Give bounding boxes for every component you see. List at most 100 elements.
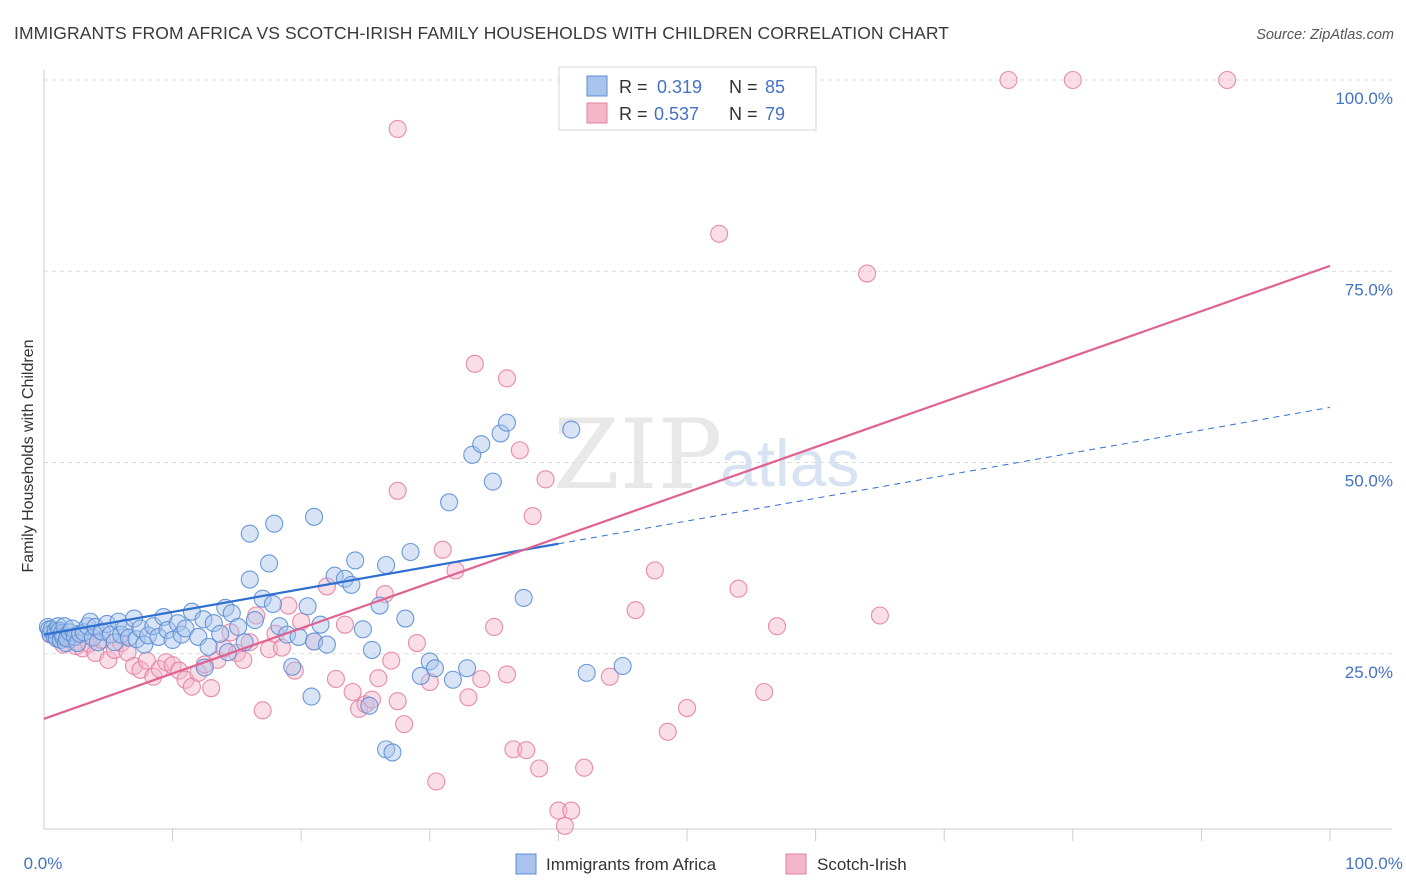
scotch-irish-point-60 [497,665,517,684]
immigrants-from-africa-point-62 [278,625,297,644]
scotch-irish-point-79 [388,481,407,500]
immigrants-from-africa-point-55 [229,617,248,637]
bottom-legend-label-pink: Scotch-Irish [817,855,907,874]
bottom-legend: Immigrants from Africa Scotch-Irish [515,853,907,875]
scotch-irish-point-69 [626,601,645,620]
legend-blue-r-label: R = [619,77,648,97]
trend-line-immigrants-from-africa-extension [558,406,1331,545]
immigrants-from-africa-point-89 [562,420,581,439]
immigrants-from-africa-point-40 [149,627,168,646]
scotch-irish-point-37 [279,596,298,615]
scotch-irish-point-30 [234,650,253,669]
scotch-irish-point-52 [395,715,414,734]
scotch-irish-point-71 [658,722,677,741]
x-axis-ticks [172,829,1331,841]
x-tick-label-min: 0.0% [24,854,63,873]
scotch-irish-point-88 [1063,70,1082,90]
legend: R = 0.319 N = 85 R = 0.537 N = 79 [558,66,817,131]
scotch-irish-point-65 [555,816,574,835]
scotch-irish-point-87 [999,70,1018,90]
immigrants-from-africa-point-39 [144,617,163,636]
scotch-irish-point-44 [343,682,362,702]
immigrants-from-africa-point-29 [105,633,124,652]
immigrants-from-africa-point-91 [411,666,430,685]
scotch-irish-point-43 [335,615,354,634]
scotch-irish-point-76 [767,617,787,636]
scotch-irish-point-50 [382,651,401,670]
immigrants-from-africa-point-57 [240,570,259,589]
scotch-irish-point-45 [350,699,369,718]
immigrants-from-africa-point-84 [472,435,491,454]
trend-line-immigrants-from-africa [43,542,559,636]
scotch-irish-point-89 [1218,70,1237,90]
immigrants-from-africa-point-63 [283,657,302,676]
scotch-irish-point-82 [388,119,407,139]
scotch-irish-point-72 [677,699,697,718]
immigrants-from-africa-point-58 [245,611,264,630]
chart-source: Source: ZipAtlas.com [1256,27,1394,43]
immigrants-from-africa-point-65 [298,597,317,616]
scotch-irish-point-77 [857,264,877,283]
immigrants-from-africa-point-87 [483,472,502,491]
scotch-irish-point-61 [510,441,529,460]
immigrants-from-africa-point-46 [176,619,195,638]
scotch-irish-point-84 [517,741,536,760]
scotch-irish-point-83 [504,740,523,759]
legend-pink-n-value: 79 [765,104,785,124]
y-tick-label-50: 50.0% [1345,472,1393,491]
watermark: ZIP atlas [553,399,859,511]
scotch-irish-point-57 [459,688,478,707]
legend-blue-r-value: 0.319 [657,77,702,97]
scotch-irish-point-73 [710,224,729,243]
scotch-irish-point-85 [530,759,549,778]
scotch-irish-point-68 [600,667,619,686]
scotch-irish-point-75 [755,682,774,702]
immigrants-from-africa-point-76 [265,514,284,533]
immigrants-from-africa-point-72 [353,620,372,639]
chart-title: IMMIGRANTS FROM AFRICA VS SCOTCH-IRISH F… [14,23,949,43]
scotch-irish-point-48 [369,669,388,688]
scotch-irish-point-64 [549,801,568,820]
series-immigrants-from-africa-points [38,413,632,762]
axes [43,70,1392,830]
immigrants-from-africa-point-77 [259,554,279,573]
scotch-irish-point-59 [485,617,504,637]
y-tick-label-25: 25.0% [1345,663,1393,682]
immigrants-from-africa-point-49 [194,610,213,629]
x-tick-label-max: 100.0% [1345,854,1403,873]
immigrants-from-africa-point-42 [158,620,177,640]
immigrants-from-africa-point-93 [425,659,444,678]
immigrants-from-africa-point-81 [396,609,415,628]
scotch-irish-point-67 [575,758,594,777]
immigrants-from-africa-point-73 [362,640,381,659]
scotch-irish-point-9 [99,650,118,669]
y-tick-labels: 25.0% 50.0% 75.0% 100.0% [1335,89,1393,682]
scotch-irish-point-81 [497,369,517,388]
scotch-irish-point-78 [870,606,889,625]
scotch-irish-point-51 [388,692,407,711]
legend-pink-r-value: 0.537 [654,104,699,124]
scotch-irish-point-80 [465,354,484,373]
legend-pink-n-label: N = [729,104,758,124]
immigrants-from-africa-point-86 [440,493,459,512]
scotch-irish-point-74 [729,579,748,598]
scotch-irish-point-42 [326,669,345,689]
legend-blue-n-label: N = [729,77,758,97]
scotch-irish-point-86 [427,772,446,791]
immigrants-from-africa-point-68 [317,635,336,654]
immigrants-from-africa-point-100 [383,743,402,762]
immigrants-from-africa-point-88 [497,413,517,432]
scotch-irish-point-54 [420,673,439,692]
trend-line-scotch-irish [43,264,1331,720]
immigrants-from-africa-point-50 [199,637,218,656]
bottom-legend-label-blue: Immigrants from Africa [546,855,717,874]
immigrants-from-africa-point-94 [458,659,477,678]
scotch-irish-point-58 [472,669,491,689]
bottom-legend-swatch-blue [515,853,537,875]
immigrants-from-africa-point-98 [360,696,379,715]
legend-pink-r-label: R = [619,104,648,124]
scotch-irish-point-66 [562,801,581,820]
scotch-irish-point-53 [407,633,426,653]
scotch-irish-point-63 [536,470,555,489]
immigrants-from-africa-point-75 [240,524,259,543]
